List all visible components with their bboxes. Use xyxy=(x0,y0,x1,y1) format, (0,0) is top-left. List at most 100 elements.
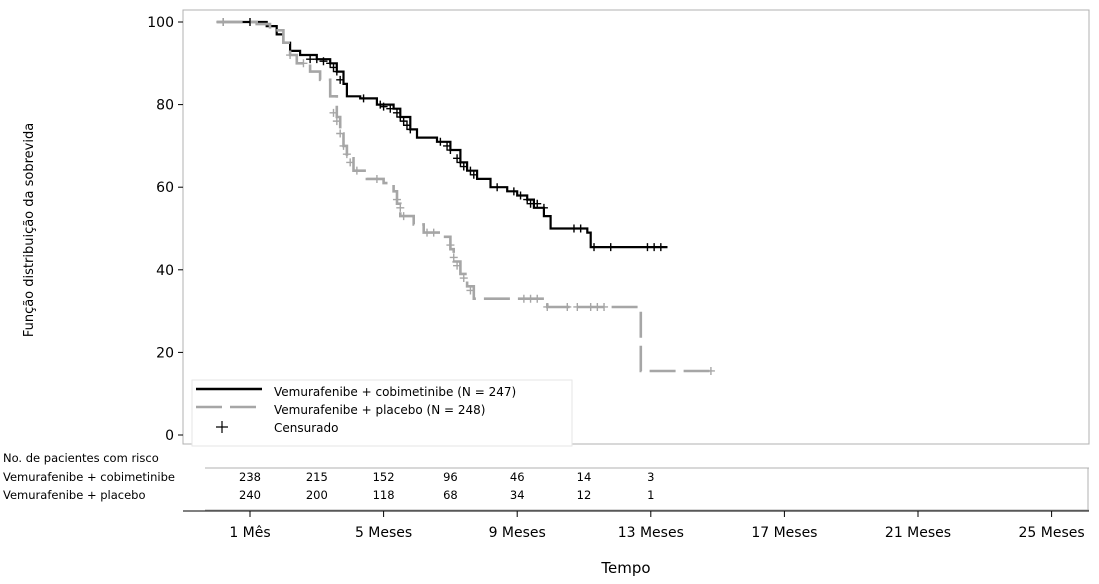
x-tick-label: 21 Meses xyxy=(885,525,951,541)
x-tick-label: 17 Meses xyxy=(751,525,817,541)
y-axis: 0 20 40 60 80 100 xyxy=(147,15,183,444)
censor-mark xyxy=(516,191,525,200)
x-tick-label: 13 Meses xyxy=(618,525,684,541)
censor-mark xyxy=(533,199,542,208)
censor-mark xyxy=(406,125,415,134)
censor-mark xyxy=(306,55,315,64)
censor-mark xyxy=(656,243,665,252)
risk-count: 1 xyxy=(647,488,654,502)
censor-mark xyxy=(332,117,341,126)
censor-mark xyxy=(429,228,438,237)
censor-mark xyxy=(573,302,582,311)
x-axis: 1 Mês 5 Meses 9 Meses 13 Meses 17 Meses 21 Me… xyxy=(183,510,1089,541)
risk-count: 12 xyxy=(577,488,592,502)
risk-count: 118 xyxy=(373,488,395,502)
censor-mark xyxy=(392,108,401,117)
censor-mark xyxy=(379,102,388,111)
censor-mark xyxy=(459,162,468,171)
censor-mark xyxy=(469,170,478,179)
x-tick-label: 9 Meses xyxy=(489,525,546,541)
y-tick-label: 20 xyxy=(156,345,174,361)
censor-mark xyxy=(372,174,381,183)
risk-count: 200 xyxy=(306,488,328,502)
censor-mark xyxy=(706,366,715,375)
censor-mark xyxy=(526,294,535,303)
censor-mark xyxy=(443,141,452,150)
censor-mark xyxy=(399,117,408,126)
censor-mark xyxy=(509,187,518,196)
censor-mark xyxy=(466,286,475,295)
censor-mark xyxy=(332,67,341,76)
censor-mark xyxy=(329,108,338,117)
censor-mark xyxy=(299,59,308,68)
censor-mark xyxy=(286,51,295,60)
plot-area-border xyxy=(182,9,1090,445)
censor-mark xyxy=(576,224,585,233)
y-tick-label: 60 xyxy=(156,180,174,196)
censor-mark xyxy=(526,199,535,208)
legend-label: Vemurafenibe + placebo (N = 248) xyxy=(274,403,485,417)
risk-count: 46 xyxy=(510,470,525,484)
legend-box xyxy=(191,379,573,447)
censor-mark xyxy=(346,158,355,167)
censor-mark xyxy=(359,94,368,103)
legend-label: Vemurafenibe + cobimetinibe (N = 247) xyxy=(274,385,516,399)
censor-mark xyxy=(600,302,609,311)
censor-mark xyxy=(312,55,321,64)
censor-mark xyxy=(539,203,548,212)
censor-mark xyxy=(402,121,411,130)
risk-count: 215 xyxy=(306,470,328,484)
risk-table-title: No. de pacientes com risco xyxy=(3,451,159,465)
censor-mark xyxy=(386,104,395,113)
risk-row-label: Vemurafenibe + cobimetinibe xyxy=(3,470,175,484)
censor-mark xyxy=(459,274,468,283)
censor-mark xyxy=(449,253,458,262)
censor-mark xyxy=(336,129,345,138)
censor-mark xyxy=(219,18,228,26)
risk-count: 240 xyxy=(239,488,261,502)
censor-mark xyxy=(446,146,455,155)
censor-mark xyxy=(590,243,599,252)
series-layer xyxy=(216,18,715,375)
censor-mark xyxy=(399,212,408,221)
risk-row-label: Vemurafenibe + placebo xyxy=(3,488,146,502)
x-axis-label: Tempo xyxy=(600,559,650,577)
censor-mark xyxy=(563,302,572,311)
y-tick-label: 100 xyxy=(147,15,174,31)
censor-mark xyxy=(643,243,652,252)
risk-count: 68 xyxy=(443,488,458,502)
censor-mark xyxy=(423,228,432,237)
censor-mark xyxy=(456,158,465,167)
y-axis-label: Função distribuição da sobrevida xyxy=(22,123,37,337)
legend-swatch-plus xyxy=(216,421,228,433)
x-tick-label: 5 Meses xyxy=(355,525,412,541)
censor-mark xyxy=(342,150,351,159)
risk-count: 14 xyxy=(577,470,592,484)
censor-mark xyxy=(593,302,602,311)
censor-mark xyxy=(606,243,615,252)
risk-count: 34 xyxy=(510,488,525,502)
risk-count: 152 xyxy=(373,470,395,484)
plot-frame xyxy=(182,9,1090,445)
series-line-placebo xyxy=(216,20,711,373)
censor-mark xyxy=(586,302,595,311)
y-tick-label: 80 xyxy=(156,98,174,114)
censor-mark xyxy=(392,195,401,204)
x-tick-label: 25 Meses xyxy=(1019,525,1085,541)
censor-mark xyxy=(326,59,335,68)
censor-mark xyxy=(523,195,532,204)
risk-count: 3 xyxy=(647,470,654,484)
censor-mark xyxy=(436,137,445,146)
censor-mark xyxy=(533,294,542,303)
censor-mark xyxy=(466,166,475,175)
censor-mark xyxy=(329,63,338,72)
censor-mark xyxy=(352,166,361,175)
censor-mark xyxy=(396,112,405,121)
y-tick-label: 40 xyxy=(156,263,174,279)
risk-count: 238 xyxy=(239,470,261,484)
legend: Vemurafenibe + cobimetinibe (N = 247) Vem… xyxy=(191,379,573,447)
risk-count: 96 xyxy=(443,470,458,484)
censor-mark xyxy=(336,75,345,84)
censor-mark xyxy=(569,224,578,233)
